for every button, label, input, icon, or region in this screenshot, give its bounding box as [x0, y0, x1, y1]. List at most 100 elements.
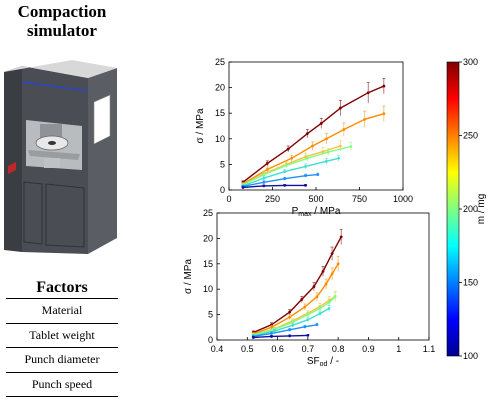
top-data-point — [337, 156, 341, 160]
compaction-simulator-image — [4, 60, 117, 254]
bottom-data-point — [318, 307, 322, 310]
upper-punch-holder — [40, 124, 62, 138]
top-data-point — [283, 183, 287, 187]
colorbar: m / mg 100 150 200 250 300 — [446, 57, 487, 361]
top-plot-frame — [228, 61, 404, 191]
bottom-data-point — [270, 331, 273, 335]
top-x-tick-label: 250 — [265, 194, 280, 204]
bottom-data-point — [300, 297, 304, 301]
top-data-point — [241, 186, 245, 189]
top-x-tick-label: 0 — [226, 194, 231, 204]
bottom-data-point — [306, 318, 310, 322]
top-series-line-200 — [242, 145, 351, 186]
simulator-title-line1: Compaction — [17, 2, 107, 21]
bottom-data-point — [324, 282, 328, 286]
top-y-tick-label: 10 — [215, 134, 225, 144]
top-data-point — [304, 174, 307, 178]
top-data-point — [304, 165, 307, 168]
colorbar-tick-label: 200 — [463, 204, 478, 214]
side-window — [93, 94, 111, 145]
bottom-x-axis-label: SFod / - — [307, 356, 339, 368]
top-y-tick-label: 5 — [220, 159, 225, 169]
top-data-point — [304, 183, 307, 187]
bottom-data-point — [270, 335, 273, 338]
top-data-point — [325, 137, 328, 141]
factors-table: Material Tablet weight Punch diameter Pu… — [6, 298, 118, 397]
top-data-point — [342, 128, 346, 131]
top-data-point — [366, 91, 370, 95]
bottom-data-point — [330, 252, 334, 256]
machine-top — [4, 60, 117, 78]
chart-stress-vs-solid-fraction: 0.4 0.5 0.6 0.7 0.8 0.9 1 1.1 0 5 10 15 20 25 SFod / -… — [183, 208, 435, 368]
top-data-point — [262, 180, 266, 184]
machine-right-side — [88, 68, 117, 254]
bottom-x-tick-label: 1.1 — [423, 344, 436, 354]
top-data-point — [363, 117, 367, 121]
top-data-point — [349, 145, 353, 148]
top-x-axis-label: Pmax / MPa — [292, 206, 341, 218]
top-series-line-270 — [242, 113, 385, 185]
bottom-data-point — [273, 329, 276, 333]
top-data-point — [262, 173, 266, 177]
top-data-point — [311, 144, 314, 148]
bottom-x-tick-label: 0.4 — [211, 344, 224, 354]
top-data-point — [305, 156, 309, 160]
bottom-series-line-300 — [253, 236, 342, 334]
bottom-data-point — [330, 272, 334, 276]
top-x-tick-label: 500 — [308, 194, 323, 204]
top-data-point — [265, 161, 269, 165]
colorbar-tick-label: 100 — [463, 351, 478, 361]
bottom-x-tick-label: 0.5 — [241, 344, 254, 354]
top-data-point — [382, 112, 386, 116]
top-data-point — [382, 84, 386, 88]
factor-punch-speed: Punch speed — [6, 371, 118, 397]
blue-light-strip — [21, 81, 89, 92]
machine-left-side — [4, 66, 22, 252]
top-series-line-180 — [242, 157, 339, 187]
bottom-y-axis-label: σ / MPa — [183, 259, 194, 295]
colorbar-label: m / mg — [476, 194, 487, 225]
bottom-data-point — [327, 301, 331, 304]
top-data-point — [290, 156, 294, 160]
top-x-tick-label: 1000 — [393, 194, 413, 204]
die-hole — [48, 141, 56, 145]
top-x-tick-label: 750 — [352, 194, 367, 204]
chart-stress-vs-pressure: 0 250 500 750 1000 0 5 10 15 20 25 Pmax / MPa σ / MP… — [195, 57, 413, 218]
bottom-data-point — [312, 285, 316, 289]
top-y-axis-label: σ / MPa — [195, 108, 206, 144]
bottom-data-point — [291, 323, 295, 327]
factor-tablet-weight: Tablet weight — [6, 322, 118, 348]
cabinet-door-right — [45, 183, 85, 248]
top-data-point — [321, 150, 325, 154]
top-data-point — [283, 170, 287, 173]
bottom-x-tick-label: 1 — [396, 344, 401, 354]
top-series-line-300 — [242, 85, 385, 183]
colorbar-tick-label: 150 — [463, 278, 478, 288]
top-y-tick-label: 0 — [220, 185, 225, 195]
top-y-tick-label: 15 — [215, 108, 225, 118]
bottom-data-point — [327, 307, 331, 310]
bottom-data-point — [288, 310, 292, 314]
bottom-x-tick-label: 0.6 — [271, 344, 284, 354]
top-y-tick-label: 20 — [215, 83, 225, 93]
factors-heading: Factors — [36, 279, 88, 296]
top-data-point — [319, 122, 323, 125]
bottom-data-point — [315, 295, 319, 299]
top-data-point — [262, 176, 266, 180]
top-series-line-110 — [242, 184, 306, 189]
top-data-point — [262, 184, 266, 188]
top-data-point — [286, 147, 290, 151]
bottom-y-tick-label: 20 — [203, 233, 213, 243]
bottom-data-point — [315, 323, 319, 327]
simulator-title: Compaction simulator — [0, 2, 124, 40]
top-data-point — [326, 150, 330, 154]
bottom-data-point — [288, 328, 292, 332]
bottom-data-point — [339, 235, 343, 239]
bottom-y-tick-label: 5 — [208, 310, 213, 320]
bottom-data-point — [336, 262, 340, 266]
colorbar-tick-label: 300 — [463, 57, 478, 67]
bottom-series-line-270 — [253, 263, 339, 335]
lower-punch-holder — [44, 158, 60, 168]
top-y-tick-label: 25 — [215, 57, 225, 67]
bottom-data-point — [303, 305, 307, 309]
